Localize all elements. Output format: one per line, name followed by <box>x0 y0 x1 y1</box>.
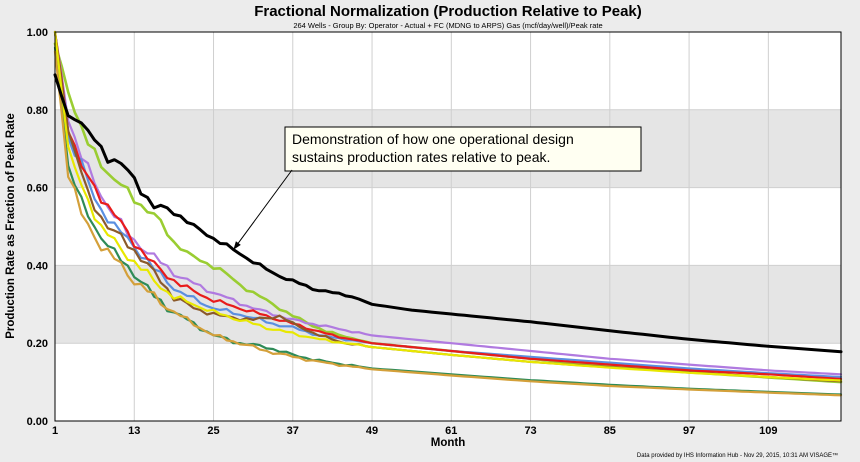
x-tick-label: 25 <box>207 425 219 437</box>
plot-border <box>54 31 842 422</box>
x-tick-label: 109 <box>759 425 777 437</box>
y-tick-label: 1.00 <box>27 27 48 39</box>
y-tick-label: 0.00 <box>27 416 48 428</box>
series-line <box>53 30 843 382</box>
x-tick-label: 1 <box>52 425 58 437</box>
y-tick-label: 0.60 <box>27 183 48 195</box>
annotation-arrow <box>232 169 293 251</box>
series-line <box>53 30 843 376</box>
x-tick-label: 37 <box>287 425 299 437</box>
x-tick-label: 13 <box>128 425 140 437</box>
x-axis-label: Month <box>431 437 465 449</box>
y-tick-label: 0.20 <box>27 338 48 350</box>
x-tick-label: 61 <box>445 425 457 437</box>
annotation-callout: Demonstration of how one operational des… <box>232 126 642 251</box>
chart-subtitle: 264 Wells - Group By: Operator - Actual … <box>293 21 602 30</box>
annotation-arrowhead <box>233 241 241 250</box>
y-axis-label: Production Rate as Fraction of Peak Rate <box>5 113 17 339</box>
annotation-line-1: Demonstration of how one operational des… <box>292 131 574 147</box>
axis-ticks: 1 13 25 37 49 61 73 85 97 109 0.00 0.20 0.40 0.60 0.80… <box>27 27 778 437</box>
x-tick-label: 97 <box>683 425 695 437</box>
series-line <box>53 30 843 381</box>
chart-title: Fractional Normalization (Production Rel… <box>254 3 642 20</box>
data-credit: Data provided by IHS Information Hub - N… <box>637 452 838 459</box>
series-line <box>53 73 843 354</box>
x-tick-label: 49 <box>366 425 378 437</box>
y-tick-label: 0.40 <box>27 260 48 272</box>
annotation-line-2: sustains production rates relative to pe… <box>292 149 550 165</box>
plot-area <box>55 32 841 421</box>
annotation-box <box>284 126 642 172</box>
x-tick-label: 85 <box>604 425 616 437</box>
series-lines <box>53 30 843 397</box>
shaded-band <box>55 265 841 344</box>
x-tick-label: 73 <box>524 425 536 437</box>
series-line <box>53 50 843 397</box>
y-tick-label: 0.80 <box>27 105 48 117</box>
